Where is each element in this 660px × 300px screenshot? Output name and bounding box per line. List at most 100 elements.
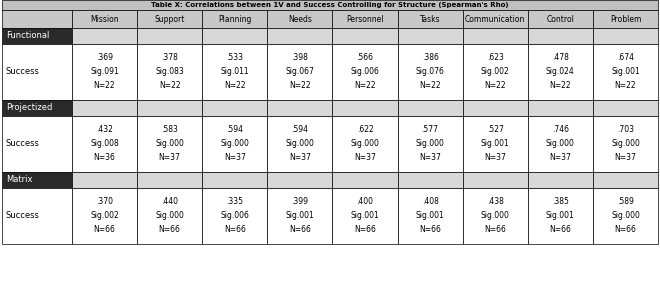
Text: Sig.002: Sig.002 [90,212,119,220]
Bar [72,172,137,188]
Bar [333,28,397,44]
Text: .385: .385 [552,197,569,206]
Text: .594: .594 [291,125,308,134]
Text: .335: .335 [226,197,244,206]
Bar [267,188,333,244]
Text: Sig.076: Sig.076 [416,68,445,76]
Bar [137,10,202,28]
Bar [72,28,137,44]
Text: .703: .703 [617,125,634,134]
Bar [2,188,72,244]
Bar [267,10,333,28]
Bar [593,188,658,244]
Bar [202,188,267,244]
Bar [463,44,528,100]
Bar [593,100,658,116]
Bar [333,116,397,172]
Bar [202,172,267,188]
Bar [463,172,528,188]
Bar [202,44,267,100]
Text: Sig.024: Sig.024 [546,68,575,76]
Text: N=37: N=37 [224,154,246,163]
Text: N=22: N=22 [354,82,376,91]
Bar [2,0,658,10]
Text: Personnel: Personnel [346,14,383,23]
Bar [333,172,397,188]
Text: N=66: N=66 [614,226,636,235]
Bar [397,10,463,28]
Text: .370: .370 [96,197,113,206]
Text: Problem: Problem [610,14,641,23]
Bar [2,116,72,172]
Text: .399: .399 [291,197,308,206]
Text: .478: .478 [552,53,569,62]
Text: .566: .566 [356,53,374,62]
Text: Sig.011: Sig.011 [220,68,249,76]
Text: .594: .594 [226,125,244,134]
Bar [463,100,528,116]
Text: Needs: Needs [288,14,312,23]
Text: N=22: N=22 [94,82,115,91]
Bar [463,28,528,44]
Bar [137,172,202,188]
Bar [267,172,333,188]
Text: Tasks: Tasks [420,14,440,23]
Text: Sig.006: Sig.006 [220,212,249,220]
Bar [72,10,137,28]
Text: Table X: Correlations between 1V and Success Controlling for Structure (Spearman: Table X: Correlations between 1V and Suc… [151,2,509,8]
Text: N=37: N=37 [354,154,376,163]
Text: Sig.000: Sig.000 [480,212,510,220]
Text: Sig.000: Sig.000 [416,140,445,148]
Bar [333,10,397,28]
Text: .527: .527 [487,125,504,134]
Text: Matrix: Matrix [6,176,32,184]
Text: .533: .533 [226,53,244,62]
Bar [2,10,72,28]
Text: N=22: N=22 [550,82,571,91]
Text: N=22: N=22 [289,82,311,91]
Bar [2,100,72,116]
Text: Control: Control [546,14,574,23]
Bar [593,10,658,28]
Text: N=37: N=37 [419,154,441,163]
Text: .408: .408 [422,197,438,206]
Text: Sig.006: Sig.006 [350,68,380,76]
Bar [528,172,593,188]
Text: Sig.000: Sig.000 [546,140,575,148]
Text: Sig.001: Sig.001 [611,68,640,76]
Bar [333,100,397,116]
Text: Sig.000: Sig.000 [220,140,249,148]
Bar [397,188,463,244]
Text: N=22: N=22 [484,82,506,91]
Bar [2,172,72,188]
Bar [528,188,593,244]
Bar [528,10,593,28]
Text: Projectized: Projectized [6,103,52,112]
Bar [593,28,658,44]
Text: Sig.091: Sig.091 [90,68,119,76]
Text: N=66: N=66 [354,226,376,235]
Text: Success: Success [6,68,40,76]
Bar [397,172,463,188]
Text: N=66: N=66 [419,226,441,235]
Text: Sig.000: Sig.000 [155,140,184,148]
Text: .440: .440 [161,197,178,206]
Text: Sig.000: Sig.000 [611,140,640,148]
Text: Sig.001: Sig.001 [286,212,314,220]
Bar [137,188,202,244]
Bar [72,116,137,172]
Text: N=66: N=66 [158,226,181,235]
Text: .622: .622 [356,125,374,134]
Text: N=66: N=66 [289,226,311,235]
Text: N=66: N=66 [549,226,572,235]
Bar [397,28,463,44]
Text: N=66: N=66 [94,226,115,235]
Text: .432: .432 [96,125,113,134]
Text: .674: .674 [617,53,634,62]
Text: Planning: Planning [218,14,251,23]
Text: .369: .369 [96,53,113,62]
Text: .438: .438 [487,197,504,206]
Text: .398: .398 [292,53,308,62]
Text: Success: Success [6,212,40,220]
Text: N=22: N=22 [159,82,180,91]
